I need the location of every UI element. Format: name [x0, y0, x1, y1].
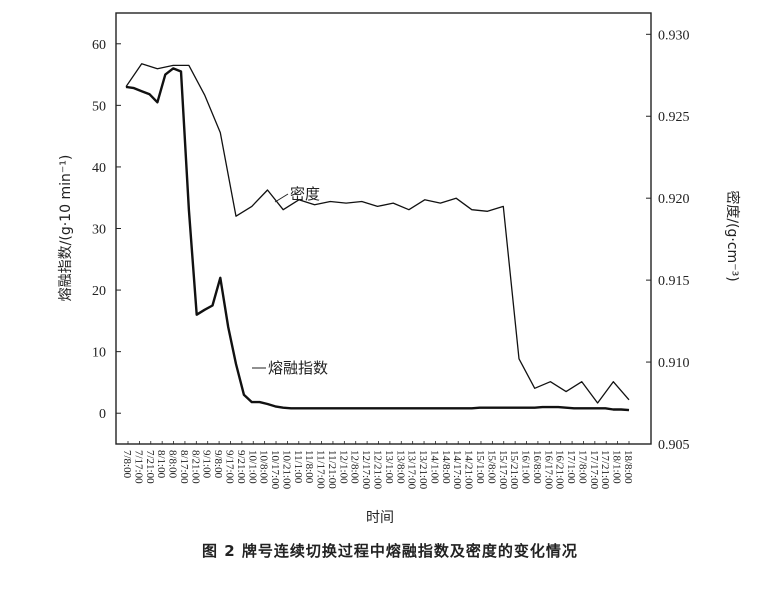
- x-tick-label: 14/17:00: [451, 450, 463, 490]
- x-tick-label: 14/21:00: [463, 450, 475, 490]
- x-axis: 7/8:00 7/17:00 7/21:00 8/1:00 8/8:00 8/17:00 8…: [121, 441, 634, 490]
- x-tick-label: 11/1:00: [292, 450, 304, 484]
- y-right-tick-label: 0.930: [658, 28, 690, 43]
- figure-caption: 图 2 牌号连续切换过程中熔融指数及密度的变化情况: [202, 542, 578, 560]
- x-tick-label: 10/8:00: [258, 450, 270, 484]
- x-tick-label: 15/21:00: [508, 450, 520, 490]
- x-tick-label: 9/21:00: [235, 450, 247, 484]
- x-tick-label: 18/1:00: [611, 450, 623, 484]
- x-tick-label: 9/17:00: [223, 450, 235, 484]
- x-tick-label: 12/21:00: [372, 450, 384, 490]
- x-tick-label: 14/8:00: [440, 450, 452, 484]
- y-right-tick-label: 0.915: [658, 274, 690, 289]
- x-tick-label: 15/1:00: [474, 450, 486, 484]
- x-tick-label: 11/17:00: [315, 450, 327, 489]
- x-tick-label: 10/17:00: [269, 450, 281, 490]
- x-tick-label: 8/8:00: [167, 450, 179, 479]
- x-tick-label: 15/17:00: [497, 450, 509, 490]
- x-tick-label: 10/1:00: [246, 450, 258, 484]
- x-tick-label: 16/8:00: [531, 450, 543, 484]
- x-tick-label: 16/17:00: [542, 450, 554, 490]
- y-right-tick-label: 0.905: [658, 438, 690, 453]
- y-left-tick-label: 50: [92, 99, 106, 114]
- y-left-tick-label: 60: [92, 38, 106, 53]
- y-left-tick-label: 0: [99, 407, 106, 422]
- x-tick-label: 13/21:00: [417, 450, 429, 490]
- x-tick-label: 13/8:00: [394, 450, 406, 484]
- left-axis: 0 10 20 30 40 50 60: [92, 38, 121, 422]
- x-tick-label: 11/8:00: [303, 450, 315, 484]
- annotation-melt-index: 熔融指数: [268, 359, 328, 377]
- y-left-tick-label: 30: [92, 223, 106, 238]
- melt-index-line: [125, 67, 630, 412]
- x-tick-label: 9/8:00: [212, 450, 224, 479]
- series-layer: [125, 63, 630, 412]
- x-tick-label: 8/21:00: [189, 450, 201, 484]
- x-tick-label: 11/21:00: [326, 450, 338, 489]
- x-tick-label: 16/21:00: [554, 450, 566, 490]
- x-tick-label: 12/17:00: [360, 450, 372, 490]
- y-right-tick-label: 0.910: [658, 356, 690, 371]
- x-tick-label: 12/1:00: [337, 450, 349, 484]
- x-tick-label: 17/21:00: [599, 450, 611, 490]
- x-tick-label: 17/8:00: [576, 450, 588, 484]
- x-axis-label: 时间: [366, 510, 394, 526]
- x-tick-label: 17/17:00: [588, 450, 600, 490]
- y-right-axis-label: 密度/(g·cm⁻³): [724, 190, 741, 281]
- y-left-tick-label: 40: [92, 161, 106, 176]
- x-tick-label: 17/1:00: [565, 450, 577, 484]
- x-tick-label: 10/21:00: [280, 450, 292, 490]
- y-left-tick-label: 10: [92, 346, 106, 361]
- annotation-density-leader: [274, 193, 289, 203]
- x-tick-label: 7/17:00: [132, 450, 144, 484]
- annotation-density: 密度: [290, 185, 320, 203]
- x-tick-label: 13/1:00: [383, 450, 395, 484]
- density-line: [125, 63, 630, 404]
- x-tick-label: 12/8:00: [349, 450, 361, 484]
- y-left-tick-label: 20: [92, 284, 106, 299]
- x-tick-label: 16/1:00: [520, 450, 532, 484]
- x-tick-label: 8/17:00: [178, 450, 190, 484]
- y-right-tick-label: 0.920: [658, 192, 690, 207]
- x-tick-label: 13/17:00: [406, 450, 418, 490]
- x-tick-label: 9/1:00: [201, 450, 213, 479]
- y-right-tick-label: 0.925: [658, 110, 690, 125]
- x-tick-label: 7/21:00: [144, 450, 156, 484]
- y-left-axis-label: 熔融指数/(g·10 min⁻¹): [58, 155, 74, 302]
- x-tick-label: 7/8:00: [121, 450, 133, 479]
- x-tick-label: 15/8:00: [485, 450, 497, 484]
- x-tick-label: 8/1:00: [155, 450, 167, 479]
- x-tick-label: 14/1:00: [428, 450, 440, 484]
- right-axis: 0.905 0.910 0.915 0.920 0.925 0.930: [646, 28, 690, 453]
- plot-frame: [115, 12, 652, 445]
- x-tick-label: 18/8:00: [622, 450, 634, 484]
